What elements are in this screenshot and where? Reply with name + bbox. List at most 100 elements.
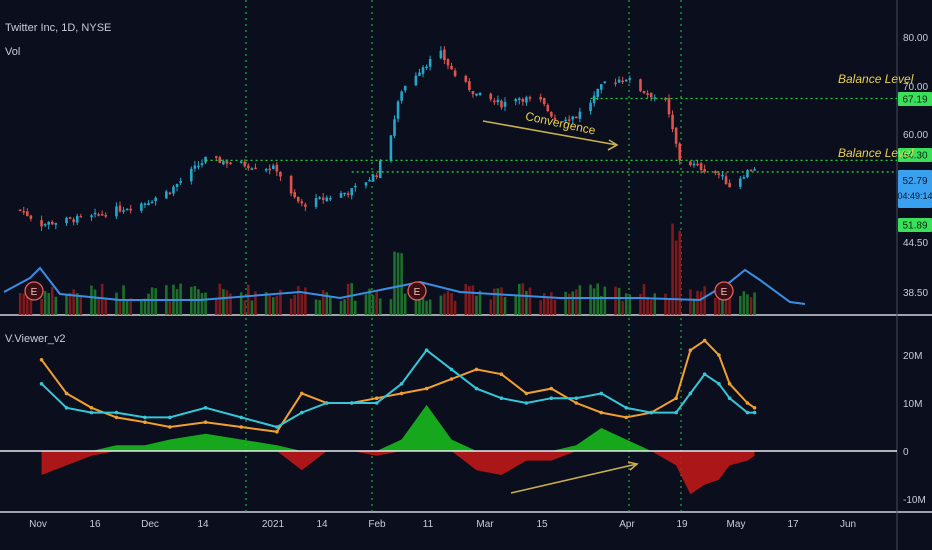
last-price-badge: 52.79 <box>902 176 927 187</box>
candle-body <box>175 184 179 187</box>
last-price-badge-bg <box>898 170 932 208</box>
volume-bar <box>514 294 518 315</box>
price-candles <box>18 46 756 315</box>
volume-bar <box>414 287 418 315</box>
time-tick-label: Feb <box>368 519 386 530</box>
volume-bar <box>428 299 432 315</box>
volume-bar <box>346 283 350 315</box>
volume-bar <box>546 296 550 315</box>
candle-body <box>296 197 300 202</box>
candle-body <box>250 168 254 170</box>
oscillator-cyan-point <box>114 410 119 415</box>
oscillator-cyan-point <box>324 401 329 405</box>
oscillator-orange-point <box>114 415 119 420</box>
candle-body <box>478 92 482 95</box>
candle-body <box>293 192 296 198</box>
candle-body <box>724 176 728 185</box>
volume-bar <box>22 293 26 315</box>
volume-bar <box>539 300 542 315</box>
oscillator-orange-point <box>624 415 629 420</box>
volume-bar <box>418 293 421 315</box>
oscillator-orange-point <box>424 386 429 391</box>
candle-body <box>65 217 68 224</box>
candle-body <box>450 65 453 70</box>
candle-body <box>696 163 699 166</box>
candle-body <box>493 100 496 103</box>
volume-bar <box>453 300 457 315</box>
oscillator-cyan-point <box>300 410 304 415</box>
volume-bar <box>471 285 475 315</box>
candle-body <box>389 135 393 162</box>
volume-bar <box>403 293 407 315</box>
candle-body <box>703 169 706 172</box>
candle-body <box>143 203 147 206</box>
volume-bar <box>375 291 378 315</box>
candle-body <box>603 81 607 83</box>
candle-body <box>75 215 79 223</box>
candle-body <box>79 216 83 218</box>
oscillator-cyan-point <box>275 425 279 429</box>
candle-body <box>525 97 528 103</box>
volume-bar <box>621 300 624 315</box>
volume-bar <box>350 283 354 315</box>
candle-body <box>546 105 550 112</box>
candle-body <box>521 98 525 102</box>
volume-bar <box>596 283 600 315</box>
volume-bar <box>250 300 254 315</box>
candle-body <box>375 175 378 178</box>
candle-body <box>314 198 318 207</box>
volume-bar <box>500 287 503 315</box>
candle-body <box>418 72 421 76</box>
volume-bar <box>378 298 382 315</box>
volume-bar <box>646 297 649 315</box>
volume-bar <box>40 298 43 315</box>
volume-bar <box>575 289 578 315</box>
candle-body <box>649 92 653 98</box>
candle-body <box>617 79 621 83</box>
time-tick-label: 19 <box>676 519 688 530</box>
volume-bar <box>90 285 93 315</box>
candle-body <box>542 98 546 105</box>
volume-bar <box>54 296 58 315</box>
oscillator-cyan-point <box>688 391 693 396</box>
volume-bar <box>364 294 368 315</box>
candle-body <box>318 197 321 199</box>
volume-bar <box>214 297 218 315</box>
volume-bar <box>746 294 749 315</box>
oscillator-cyan-point <box>752 410 757 415</box>
candle-body <box>304 204 307 207</box>
candle-body <box>100 214 104 216</box>
oscillator-cyan-point <box>374 401 379 405</box>
candle-body <box>50 221 54 225</box>
volume-bar <box>147 293 150 315</box>
level-low-badge: 51.89 <box>902 221 927 232</box>
volume-bar <box>739 295 742 315</box>
volume-bar <box>749 297 753 315</box>
volume-bar <box>72 289 75 315</box>
candle-body <box>29 215 33 219</box>
oscillator-cyan-point <box>599 391 604 396</box>
volume-bar <box>728 295 731 315</box>
volume-bar <box>400 253 403 315</box>
candle-body <box>200 163 204 166</box>
candle-body <box>753 169 756 171</box>
candle-body <box>393 119 396 136</box>
level-top-badge-bg <box>898 92 932 106</box>
price-tick-label: 70.00 <box>903 82 928 93</box>
earnings-marker-letter: E <box>414 287 421 298</box>
candle-body <box>589 102 592 112</box>
candle-body <box>646 93 649 95</box>
candle-body <box>271 165 275 169</box>
candle-body <box>350 188 354 196</box>
oscillator-orange-point <box>300 391 304 396</box>
candle-body <box>222 161 225 165</box>
candle-body <box>464 75 468 82</box>
candle-body <box>26 211 29 217</box>
oscillator-cyan-point <box>399 382 404 386</box>
volume-bar <box>667 299 671 315</box>
volume-bar <box>29 292 33 315</box>
oscillator-cyan-point <box>239 415 244 420</box>
candle-body <box>400 91 403 101</box>
oscillator-cyan-point <box>727 396 732 401</box>
